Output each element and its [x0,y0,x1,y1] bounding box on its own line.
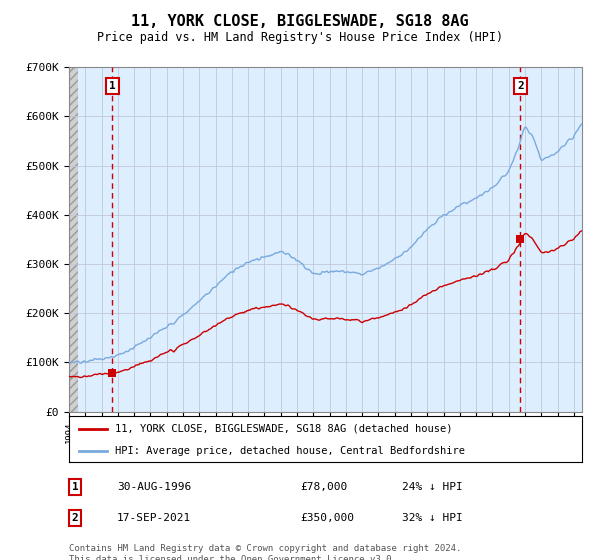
Text: 32% ↓ HPI: 32% ↓ HPI [402,513,463,523]
Text: Price paid vs. HM Land Registry's House Price Index (HPI): Price paid vs. HM Land Registry's House … [97,31,503,44]
Text: 11, YORK CLOSE, BIGGLESWADE, SG18 8AG (detached house): 11, YORK CLOSE, BIGGLESWADE, SG18 8AG (d… [115,424,452,434]
Text: HPI: Average price, detached house, Central Bedfordshire: HPI: Average price, detached house, Cent… [115,446,465,455]
Text: 1: 1 [71,482,79,492]
Text: 24% ↓ HPI: 24% ↓ HPI [402,482,463,492]
Text: 2: 2 [71,513,79,523]
Text: 11, YORK CLOSE, BIGGLESWADE, SG18 8AG: 11, YORK CLOSE, BIGGLESWADE, SG18 8AG [131,14,469,29]
Text: £78,000: £78,000 [300,482,347,492]
Text: 17-SEP-2021: 17-SEP-2021 [117,513,191,523]
Text: Contains HM Land Registry data © Crown copyright and database right 2024.
This d: Contains HM Land Registry data © Crown c… [69,544,461,560]
Text: 30-AUG-1996: 30-AUG-1996 [117,482,191,492]
Bar [69,67,78,412]
Text: £350,000: £350,000 [300,513,354,523]
Text: 2: 2 [517,81,524,91]
Text: 1: 1 [109,81,116,91]
